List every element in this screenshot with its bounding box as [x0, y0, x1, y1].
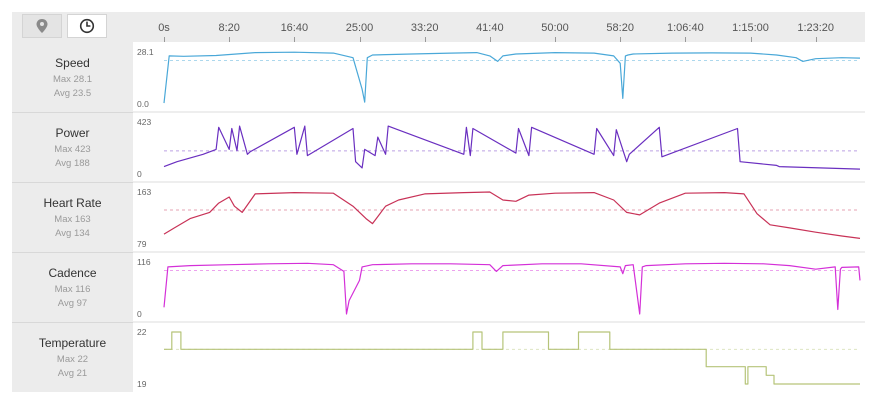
metric-label-power: Power Max 423 Avg 188 — [12, 126, 133, 169]
y-min-label: 0 — [137, 309, 142, 319]
time-tick-label: 41:40 — [476, 22, 504, 34]
metric-max: Max 163 — [54, 214, 91, 225]
time-tick-mark — [620, 37, 622, 42]
time-tick-label: 58:20 — [606, 22, 634, 34]
time-tick-mark — [815, 37, 817, 42]
metric-max: Max 423 — [54, 144, 91, 155]
y-max-label: 423 — [137, 117, 151, 127]
metric-name: Temperature — [38, 336, 107, 350]
charts-canvas: 28.1 0.0 423 0 163 79 116 0 22 19 — [133, 47, 865, 389]
metric-labels-column: Speed Max 28.1 Avg 23.5 Power Max 423 Av… — [12, 12, 133, 392]
time-view-toggle[interactable] — [67, 14, 107, 38]
time-tick-mark — [229, 37, 231, 42]
metric-name: Heart Rate — [43, 196, 102, 210]
metric-avg: Avg 23.5 — [53, 88, 92, 99]
view-toggle — [22, 14, 107, 38]
metric-avg: Avg 188 — [55, 158, 90, 169]
clock-icon — [79, 18, 95, 34]
row-divider — [12, 182, 133, 183]
metric-name: Power — [55, 126, 90, 140]
metric-label-cadence: Cadence Max 116 Avg 97 — [12, 266, 133, 309]
metric-max: Max 116 — [54, 284, 91, 295]
stacked-charts[interactable]: 28.1 0.0 423 0 163 79 116 0 22 19 — [133, 42, 865, 392]
time-tick-mark — [294, 37, 296, 42]
time-tick-mark — [750, 37, 752, 42]
time-tick-mark — [164, 37, 165, 42]
time-tick-label: 1:06:40 — [666, 22, 704, 34]
metric-max: Max 28.1 — [52, 74, 93, 85]
y-min-label: 0 — [137, 169, 142, 179]
metric-avg: Avg 134 — [55, 228, 90, 239]
time-tick-mark — [424, 37, 426, 42]
y-min-label: 19 — [137, 379, 147, 389]
time-tick-label: 1:15:00 — [732, 22, 769, 34]
time-tick-label: 0s — [158, 22, 170, 34]
metric-avg: Avg 97 — [57, 298, 88, 309]
time-tick-label: 25:00 — [345, 22, 374, 34]
metric-label-temperature: Temperature Max 22 Avg 21 — [12, 336, 133, 379]
activity-analysis-panel: Speed Max 28.1 Avg 23.5 Power Max 423 Av… — [12, 12, 865, 392]
time-tick-label: 1:23:20 — [797, 22, 835, 34]
time-tick-label: 50:00 — [541, 22, 569, 34]
time-tick-label: 8:20 — [218, 22, 240, 34]
time-axis: 0s 8:20 16:40 25:00 33:20 41:40 50:00 58:20 1:06… — [133, 12, 865, 42]
heart-rate-series-line — [163, 191, 861, 239]
metric-max: Max 22 — [56, 354, 89, 365]
metric-name: Speed — [55, 56, 90, 70]
row-divider — [12, 322, 133, 323]
y-max-label: 163 — [137, 187, 151, 197]
time-tick-mark — [555, 37, 556, 42]
row-divider — [12, 252, 133, 253]
metric-label-speed: Speed Max 28.1 Avg 23.5 — [12, 56, 133, 99]
metric-label-heart-rate: Heart Rate Max 163 Avg 134 — [12, 196, 133, 239]
time-tick-label: 16:40 — [280, 22, 309, 34]
row-divider — [12, 112, 133, 113]
map-view-toggle[interactable] — [22, 14, 62, 38]
temperature-series-line — [164, 331, 860, 385]
y-min-label: 79 — [137, 239, 147, 249]
metric-avg: Avg 21 — [57, 368, 88, 379]
metric-name: Cadence — [48, 266, 97, 280]
time-tick-mark — [359, 37, 361, 42]
map-pin-icon — [36, 19, 48, 33]
power-series-line — [163, 125, 861, 170]
y-max-label: 28.1 — [137, 47, 154, 57]
cadence-series-line — [163, 262, 861, 315]
y-max-label: 22 — [137, 327, 147, 337]
time-tick-label: 33:20 — [410, 22, 439, 34]
time-tick-mark — [685, 37, 687, 42]
speed-series-line — [163, 51, 861, 104]
y-max-label: 116 — [137, 257, 151, 267]
y-min-label: 0.0 — [137, 99, 149, 109]
time-tick-mark — [489, 37, 491, 42]
